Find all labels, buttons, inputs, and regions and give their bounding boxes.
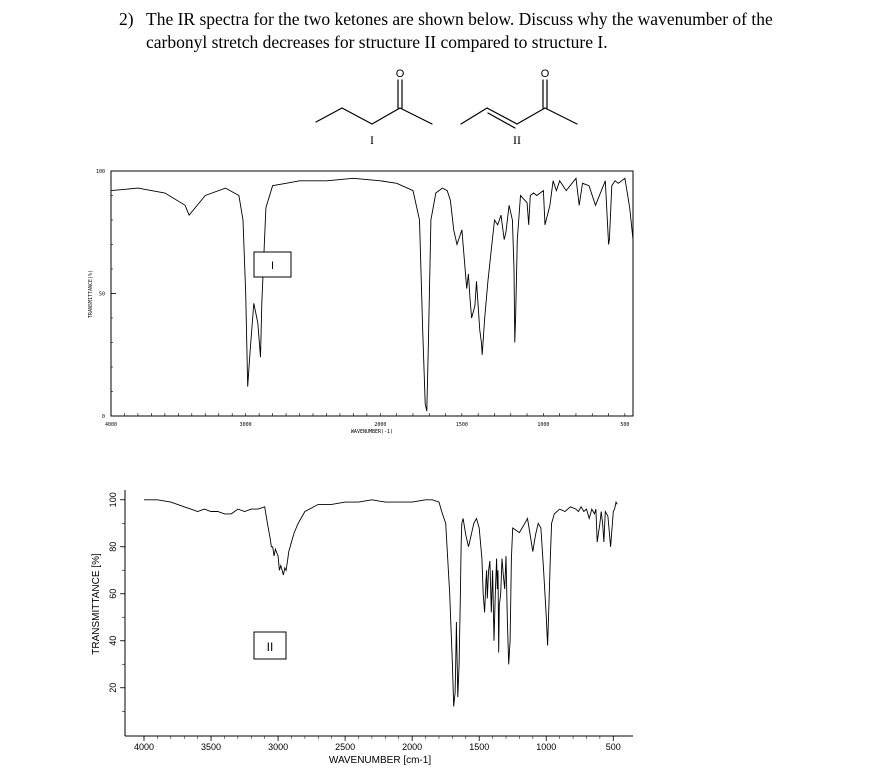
structure-II-label: II	[513, 133, 521, 147]
bond	[341, 107, 373, 125]
bond	[544, 107, 578, 125]
oxygen-atom: O	[541, 68, 550, 80]
y-tick-label: 0	[102, 414, 105, 420]
structure-I-label: I	[370, 133, 374, 147]
oxygen-atom: O	[396, 68, 405, 80]
bond	[399, 107, 433, 125]
structure-I-drawing: O I	[315, 68, 433, 147]
x-tick-label: 4000	[134, 742, 154, 752]
bond	[315, 107, 343, 123]
y-tick-label: 20	[108, 683, 118, 693]
structure-II-drawing: O II	[460, 68, 578, 147]
double-bond-inner	[487, 112, 516, 129]
spectrum-II-ylabel: TRANSMITTANCE [%]	[91, 553, 102, 655]
x-tick-label: 2500	[335, 742, 355, 752]
x-tick-label: 1000	[537, 422, 549, 428]
y-tick-label: 100	[96, 169, 105, 175]
bond	[371, 107, 401, 125]
spectrum-II-box-label: II	[267, 640, 274, 654]
spectrum-I-trace	[110, 177, 634, 412]
x-tick-label: 500	[606, 742, 621, 752]
spectrum-II-xlabel: WAVENUMBER [cm-1]	[329, 755, 431, 766]
y-tick-label: 40	[108, 636, 118, 646]
x-tick-label: 2000	[374, 422, 386, 428]
spectrum-I-frame	[110, 170, 634, 417]
bond	[460, 107, 488, 125]
spectrum-II-x-axis: 4000 3500 3000 2500 2000 1500 1000 500	[134, 736, 621, 752]
y-tick-label: 100	[108, 492, 118, 507]
y-tick-label: 60	[108, 589, 118, 599]
spectrum-I-y-axis: 100 50 0	[96, 169, 116, 420]
double-bond	[486, 107, 518, 125]
spectrum-I-x-axis: 4000 3000 2000 1500 1000 500	[105, 413, 629, 428]
x-tick-label: 1000	[536, 742, 556, 752]
x-tick-label: 2000	[402, 742, 422, 752]
spectrum-II-y-axis: 100 80 60 40 20	[108, 492, 125, 712]
bond	[516, 107, 546, 125]
spectrum-II-trace	[144, 499, 618, 707]
spectrum-I-xlabel: WAVENUMBER(-1)	[351, 429, 393, 435]
x-tick-label: 1500	[456, 422, 468, 428]
x-tick-label: 3500	[201, 742, 221, 752]
x-tick-label: 3000	[240, 422, 252, 428]
y-tick-label: 80	[108, 542, 118, 552]
x-tick-label: 4000	[105, 422, 117, 428]
y-tick-label: 50	[99, 292, 105, 298]
spectrum-I-ylabel: TRANSMITTANCE(%)	[88, 270, 94, 318]
question-number: 2)	[119, 9, 134, 29]
spectrum-I-box	[253, 251, 292, 278]
x-tick-label: 3000	[268, 742, 288, 752]
spectrum-I-box-label: I	[271, 260, 274, 272]
x-tick-label: 1500	[469, 742, 489, 752]
spectrum-II-box	[253, 631, 287, 660]
x-tick-label: 500	[620, 422, 629, 428]
question-text: The IR spectra for the two ketones are s…	[146, 9, 773, 52]
